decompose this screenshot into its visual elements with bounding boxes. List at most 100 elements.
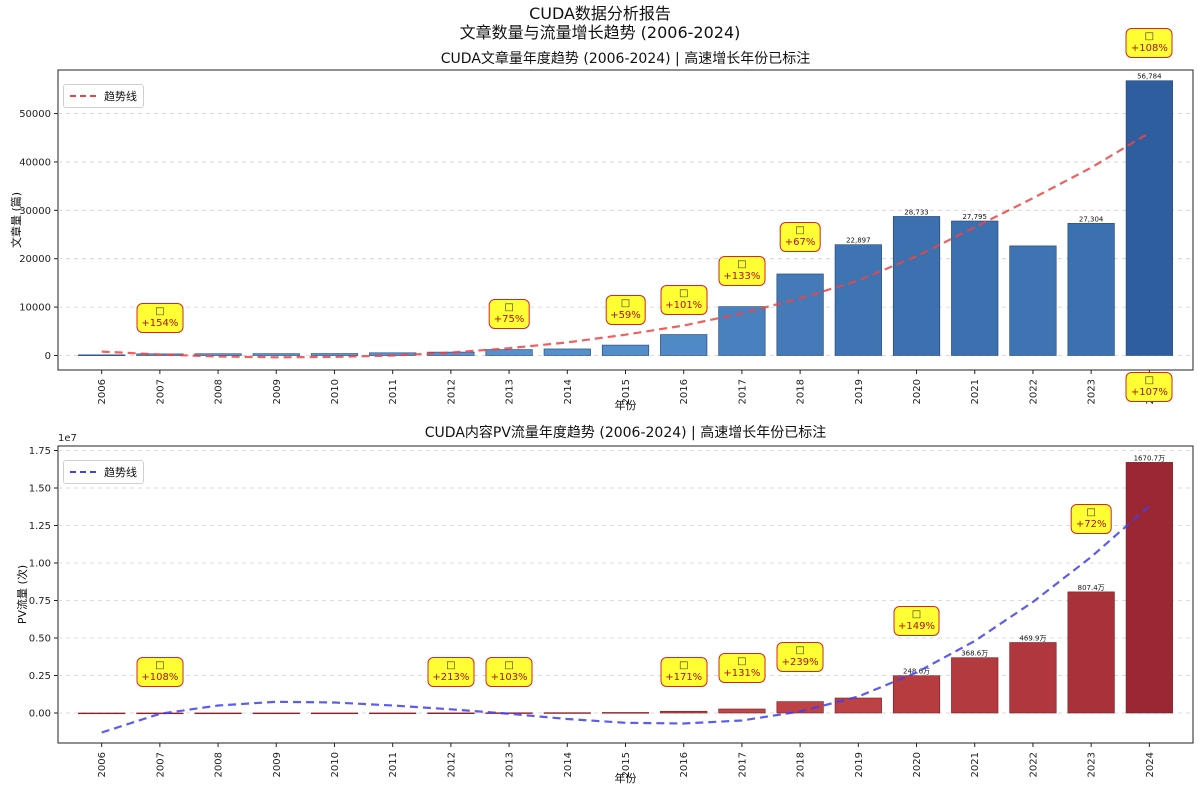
chart2-xtick-label-2020: 2020 (912, 752, 923, 777)
chart2-ytick-label: 1.25 (29, 521, 51, 532)
chart1-growth-annotation-2016: □ +101% (660, 285, 708, 316)
chart1-value-label-2020: 28,733 (904, 208, 929, 216)
chart2-value-label-2021: 368.6万 (961, 650, 988, 658)
chart2-bar-2023 (1067, 591, 1115, 714)
chart2-bar-2011 (369, 712, 417, 715)
chart2-legend: 趋势线 (63, 460, 144, 484)
chart2-bar-2017 (718, 708, 766, 714)
chart2-ytick-label: 0.75 (29, 596, 51, 607)
chart2-growth-annotation-2020: □ +149% (893, 606, 940, 636)
chart1-legend: 趋势线 (63, 84, 144, 108)
annotation-glyph: □ (155, 660, 165, 671)
figure-title-line2: 文章数量与流量增长趋势 (2006-2024) (459, 23, 741, 42)
chart2-growth-annotation-2013: □ +103% (485, 657, 533, 687)
chart2-xtick-label-2019: 2019 (854, 752, 865, 777)
chart1-bar-2018 (776, 273, 824, 356)
chart2-xtick-label-2007: 2007 (155, 752, 166, 777)
chart1-trendline (101, 131, 1150, 359)
chart1-bar-2014 (543, 348, 591, 356)
annotation-text: +108% (141, 672, 179, 683)
annotation-glyph: □ (446, 660, 456, 671)
chart2-growth-annotation-2024: □ +107% (1125, 372, 1173, 402)
chart2-bar-2013 (485, 712, 533, 714)
annotation-text: +72% (1075, 519, 1107, 530)
chart2-bar-2021 (951, 657, 999, 714)
chart1-xtick-label-2022: 2022 (1028, 379, 1039, 404)
chart1-xtick-label-2009: 2009 (272, 379, 283, 404)
chart2-xtick-label-2010: 2010 (330, 752, 341, 777)
annotation-text: +75% (493, 313, 525, 325)
figure-title: CUDA数据分析报告 文章数量与流量增长趋势 (2006-2024) (0, 4, 1200, 42)
annotation-glyph: □ (737, 655, 747, 667)
chart2-bar-2020 (892, 675, 941, 714)
chart2-ytick-label: 1.00 (29, 559, 51, 570)
chart1-xtick-label-2017: 2017 (737, 379, 748, 404)
chart1-bar-2013 (485, 349, 533, 356)
chart1-bar-2019 (834, 244, 882, 356)
annotation-text: +239% (781, 657, 819, 668)
annotation-glyph: □ (1086, 507, 1096, 518)
annotation-glyph: □ (155, 305, 165, 317)
annotation-glyph: □ (1144, 30, 1155, 42)
annotation-text: +154% (141, 317, 179, 329)
chart2-ylabel: PV流量 (次) (15, 565, 29, 624)
chart1-xtick-label-2011: 2011 (388, 379, 399, 404)
chart2-xtick-label-2011: 2011 (388, 752, 399, 777)
chart1-bar-2024 (1125, 80, 1173, 356)
chart1-xtick-label-2013: 2013 (505, 379, 516, 404)
chart1-xtick-label-2006: 2006 (97, 379, 108, 404)
chart2-bar-2006 (78, 712, 126, 715)
chart2-value-label-2023: 807.4万 (1078, 584, 1105, 592)
annotation-text: +133% (723, 270, 761, 282)
chart1-xtick-label-2016: 2016 (679, 379, 690, 404)
chart2-bar-2010 (310, 712, 359, 715)
chart2-xtick-label-2017: 2017 (737, 752, 748, 777)
annotation-text: +171% (665, 672, 703, 683)
chart1-ytick-label: 20000 (19, 254, 51, 265)
chart2-bar-2009 (252, 712, 300, 715)
chart2-bar-2007 (136, 712, 184, 715)
chart2-bar-2015 (601, 712, 650, 714)
annotation-glyph: □ (504, 660, 514, 671)
annotation-text: +67% (784, 236, 816, 248)
annotation-glyph: □ (795, 645, 805, 656)
chart1-ytick-label: 0 (45, 351, 51, 362)
chart2-xtick-label-2022: 2022 (1028, 752, 1039, 777)
chart1-bar-2023 (1067, 223, 1115, 356)
chart2-bar-2022 (1009, 642, 1057, 714)
chart1-bar-2021 (951, 220, 999, 356)
chart2-xtick-label-2012: 2012 (446, 752, 457, 777)
annotation-text: +107% (1130, 387, 1168, 398)
annotation-glyph: □ (504, 301, 514, 313)
chart2-growth-annotation-2007: □ +108% (136, 657, 184, 687)
annotation-text: +108% (1130, 42, 1168, 54)
chart2-xtick-label-2015: 2015 (621, 752, 632, 777)
chart2-ytick-label: 0.00 (29, 709, 51, 720)
chart2-bar-2008 (194, 712, 242, 715)
chart2-growth-annotation-2023: □ +72% (1070, 504, 1112, 534)
chart1-growth-annotation-2024: □ +108% (1125, 27, 1173, 58)
chart1-bar-2015 (601, 344, 650, 356)
chart1-value-label-2019: 22,897 (846, 237, 871, 245)
chart2-value-label-2022: 469.9万 (1019, 635, 1046, 643)
annotation-glyph: □ (620, 297, 631, 309)
annotation-text: +103% (490, 672, 528, 683)
chart2-bar-2014 (543, 712, 591, 714)
chart1-ytick-label: 30000 (19, 206, 51, 217)
chart2-value-label-2024: 1670.7万 (1134, 454, 1166, 462)
chart1-xtick-label-2019: 2019 (854, 379, 865, 404)
chart1-bar-2010 (310, 353, 359, 356)
annotation-text: +213% (432, 672, 470, 683)
chart1-bar-2017 (718, 306, 766, 356)
chart1-xtick-label-2023: 2023 (1087, 379, 1098, 404)
chart2-growth-annotation-2018: □ +239% (776, 642, 824, 672)
chart2-xtick-label-2006: 2006 (97, 752, 108, 777)
chart2-ytick-label: 1.75 (29, 446, 51, 457)
chart2-legend-swatch (70, 471, 96, 473)
chart1-growth-annotation-2013: □ +75% (488, 298, 530, 329)
chart2-bar-2024 (1125, 462, 1173, 714)
chart2-growth-annotation-2017: □ +131% (718, 652, 766, 683)
chart2-xtick-label-2024: 2024 (1145, 752, 1156, 777)
chart1-xtick-label-2014: 2014 (563, 379, 574, 404)
